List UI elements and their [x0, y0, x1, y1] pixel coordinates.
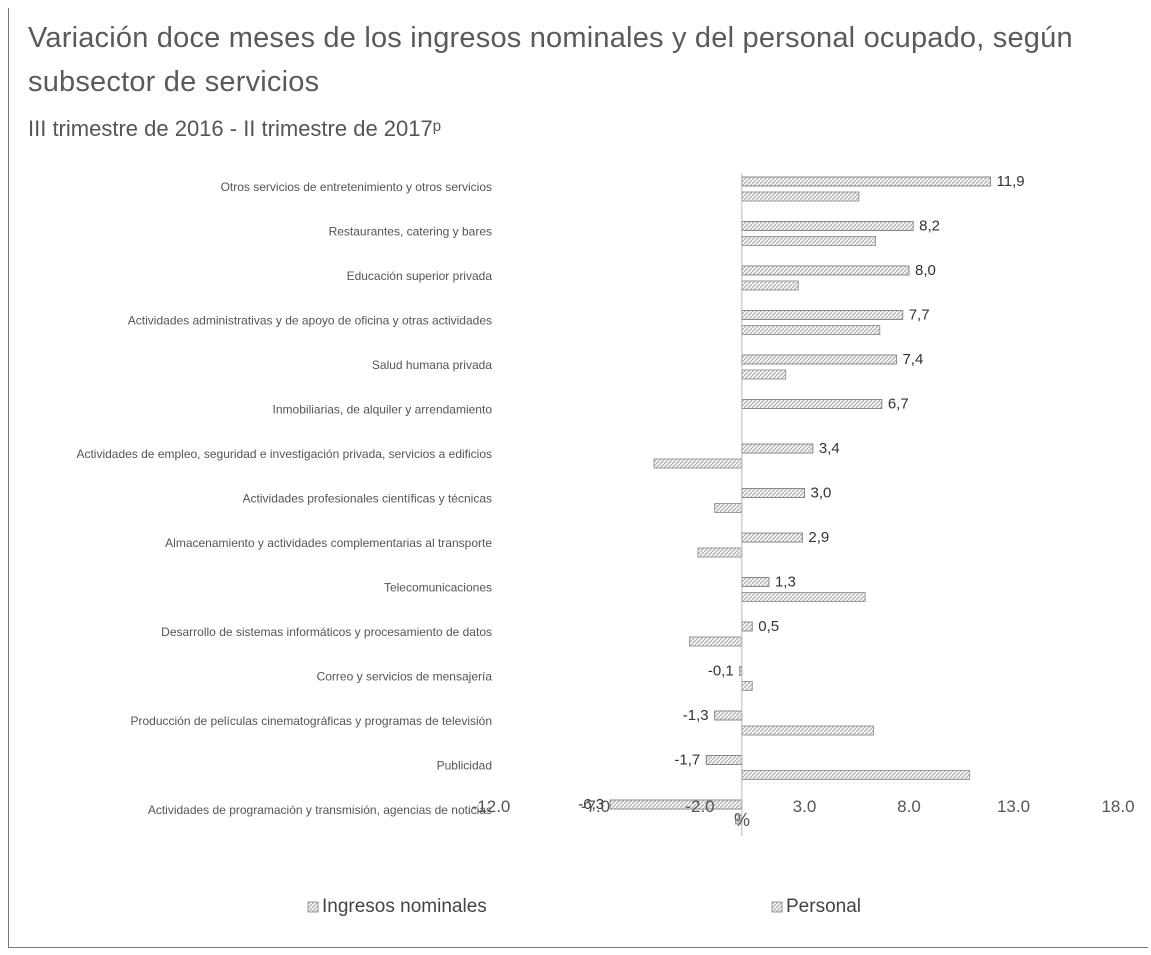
data-label-ingresos: 7,7: [909, 307, 930, 324]
category-label: Actividades administrativas y de apoyo d…: [128, 314, 492, 328]
legend-label-ingresos: Ingresos nominales: [322, 896, 487, 917]
value-labels: 11,9 8,2 8,0 7,7 7,4 6,7 3,4 3,0 2,9 1,3 0,5 -0,1 -1…: [578, 173, 1024, 813]
data-label-ingresos: 3,0: [811, 485, 832, 502]
x-tick-label: 3.0: [793, 797, 817, 816]
bar-ingresos: [705, 755, 743, 765]
data-label-ingresos: 6,7: [888, 396, 909, 413]
bar-personal: [741, 236, 877, 246]
bar-personal: [741, 325, 881, 335]
category-label: Almacenamiento y actividades complementa…: [165, 536, 492, 550]
data-label-ingresos: -1,3: [683, 707, 709, 724]
category-labels: Otros servicios de entretenimiento y otr…: [76, 180, 492, 817]
chart-subtitle: III trimestre de 2016 - II trimestre de …: [28, 116, 442, 141]
category-label: Inmobiliarias, de alquiler y arrendamien…: [273, 403, 493, 417]
x-tick-label: -12.0: [472, 797, 511, 816]
bar-personal: [653, 458, 743, 469]
data-label-ingresos: 0,5: [758, 618, 779, 635]
data-label-ingresos: 11,9: [997, 173, 1025, 190]
x-tick-label: 18.0: [1101, 797, 1134, 816]
data-label-ingresos: -6,3: [578, 796, 604, 813]
bar-personal: [741, 770, 971, 780]
bar-personal: [714, 503, 743, 513]
bar-personal: [689, 636, 743, 647]
bar-personal: [741, 681, 753, 691]
data-label-ingresos: 3,4: [819, 440, 840, 457]
bar-personal: [741, 592, 866, 602]
x-tick-label: -7.0: [581, 797, 610, 816]
bar-personal: [741, 191, 860, 202]
category-label: Telecomunicaciones: [384, 581, 492, 595]
bar-personal: [741, 280, 799, 291]
category-label: Actividades profesionales científicas y …: [243, 492, 492, 506]
bar-ingresos: [741, 577, 770, 587]
bar-ingresos: [741, 443, 814, 454]
category-label: Restaurantes, catering y bares: [329, 225, 492, 239]
bar-ingresos: [741, 488, 805, 498]
x-axis-label: %: [734, 810, 750, 830]
bar-personal: [741, 725, 874, 736]
category-label: Desarrollo de sistemas informáticos y pr…: [161, 625, 492, 639]
legend-label-personal: Personal: [786, 896, 861, 917]
category-label: Producción de películas cinematográficas…: [130, 714, 492, 728]
legend-swatch-ingresos: [307, 901, 319, 913]
data-label-ingresos: 7,4: [902, 351, 923, 368]
data-label-ingresos: 8,2: [919, 218, 940, 235]
x-tick-label: 13.0: [997, 797, 1030, 816]
bar-ingresos: [714, 710, 743, 721]
data-label-ingresos: 1,3: [775, 574, 796, 591]
bar-ingresos: [741, 354, 897, 365]
category-label: Educación superior privada: [347, 269, 493, 283]
category-label: Otros servicios de entretenimiento y otr…: [221, 180, 492, 194]
bar-personal: [741, 369, 787, 380]
legend: Ingresos nominales Personal: [307, 896, 861, 917]
bars: [609, 173, 992, 837]
bar-ingresos: [741, 532, 803, 543]
bar-personal: [697, 547, 743, 558]
bar-ingresos: [609, 799, 743, 810]
category-label: Correo y servicios de mensajería: [317, 670, 493, 684]
legend-swatch-personal: [771, 901, 783, 913]
category-label: Actividades de empleo, seguridad e inves…: [76, 447, 492, 461]
bar-ingresos: [741, 176, 992, 187]
category-label: Publicidad: [437, 759, 492, 773]
data-label-ingresos: 2,9: [808, 529, 829, 546]
data-label-ingresos: -0,1: [708, 663, 734, 680]
data-label-ingresos: 8,0: [915, 262, 936, 279]
bar-ingresos: [741, 399, 883, 409]
bar-ingresos: [741, 265, 910, 276]
category-label: Salud humana privada: [372, 358, 492, 372]
chart-title: Variación doce meses de los ingresos nom…: [28, 22, 1073, 98]
bar-ingresos: [741, 221, 914, 231]
data-label-ingresos: -1,7: [674, 752, 700, 769]
chart-frame: [8, 8, 1148, 948]
x-tick-label: -2.0: [685, 797, 714, 816]
bar-ingresos: [741, 621, 753, 632]
bar-ingresos: [741, 310, 904, 320]
category-label: Actividades de programación y transmisió…: [148, 803, 492, 817]
x-tick-label: 8.0: [897, 797, 921, 816]
x-axis-ticks: -12.0 -7.0 -2.0 3.0 8.0 13.0 18.0: [472, 797, 1135, 816]
